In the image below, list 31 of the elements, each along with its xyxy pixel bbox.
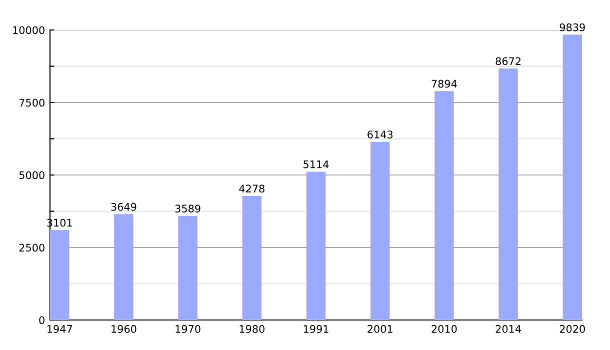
data-label: 6143 [368,130,393,138]
data-label: 4278 [239,184,264,193]
data-label: 9839 [560,23,585,32]
bar [114,214,134,320]
x-tick-label: 2001 [368,325,392,333]
x-tick-label: 2010 [432,325,457,333]
data-label: 7894 [432,80,457,88]
x-tick-label: 2014 [496,325,521,333]
bar [498,68,518,320]
x-tick-label: 1970 [176,325,200,333]
data-label: 3649 [111,202,136,211]
x-tick-label: 1980 [240,325,264,333]
y-tick-label: 7500 [19,98,44,107]
y-tick-label: 0 [39,316,44,324]
data-label: 8672 [496,57,520,66]
bar [562,34,582,320]
bar [306,172,326,320]
x-tick-label: 1947 [48,325,72,333]
bar [178,216,198,320]
x-tick-label: 1991 [304,325,328,333]
data-label: 5114 [304,160,329,168]
x-tick-label: 2020 [560,325,585,333]
bar [434,91,454,320]
bar [50,230,70,320]
y-tick-label: 5000 [19,171,44,180]
y-tick-label: 10000 [13,26,44,34]
bar [370,142,390,320]
x-tick-label: 1960 [112,325,136,333]
bar [242,196,262,320]
data-label: 3589 [175,204,200,213]
y-tick-label: 2500 [19,244,44,252]
